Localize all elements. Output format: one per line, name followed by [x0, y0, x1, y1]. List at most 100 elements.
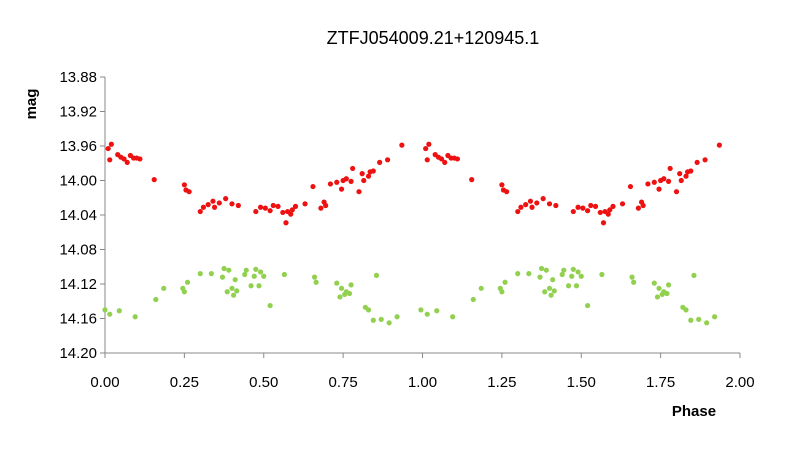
data-point: [261, 273, 267, 279]
data-point: [627, 183, 634, 190]
data-point: [235, 202, 241, 209]
data-point: [211, 204, 218, 210]
data-point: [262, 205, 268, 211]
data-point: [424, 311, 430, 317]
data-point: [694, 159, 700, 165]
data-point: [334, 280, 340, 286]
data-point: [442, 159, 448, 165]
data-point: [107, 157, 113, 163]
data-point: [370, 317, 376, 323]
x-tick-label: 0.00: [90, 374, 119, 391]
data-point: [248, 283, 254, 289]
data-point: [665, 282, 672, 288]
data-point: [219, 274, 226, 280]
data-point: [504, 189, 510, 195]
data-point: [565, 283, 572, 289]
data-point: [356, 189, 362, 195]
data-point: [151, 177, 157, 183]
data-point: [348, 282, 354, 288]
data-point: [184, 279, 191, 285]
data-point: [527, 198, 534, 204]
data-point: [688, 168, 694, 174]
data-point: [337, 294, 343, 300]
data-point: [257, 204, 264, 210]
data-point: [546, 285, 553, 291]
data-point: [378, 316, 384, 322]
data-point: [210, 198, 216, 204]
data-point: [334, 179, 340, 185]
data-point: [253, 266, 259, 272]
data-point: [438, 156, 445, 162]
data-point: [716, 142, 722, 148]
data-point: [242, 271, 248, 278]
data-point: [654, 294, 661, 300]
data-point: [423, 145, 429, 152]
data-point: [229, 201, 235, 207]
y-tick-label: 13.88: [59, 69, 97, 86]
data-point: [270, 202, 276, 209]
data-point: [137, 156, 143, 162]
data-point: [327, 181, 334, 187]
chart-title: ZTFJ054009.21+120945.1: [327, 28, 540, 48]
data-point: [302, 201, 308, 207]
data-point: [529, 204, 535, 210]
data-point: [350, 165, 356, 172]
data-point: [607, 207, 613, 213]
tick-labels: 13.88 13.92 13.96 14.00 14.04 14.08 14.12 14.16…: [59, 69, 754, 391]
data-point: [661, 176, 667, 182]
data-point: [597, 209, 603, 216]
data-point: [588, 202, 594, 209]
x-tick-label: 1.25: [487, 374, 516, 391]
data-point: [561, 267, 567, 273]
data-point: [275, 203, 281, 209]
data-point: [288, 211, 294, 217]
data-point: [645, 181, 651, 187]
data-point: [243, 267, 249, 273]
data-point: [629, 274, 635, 280]
data-point: [121, 156, 127, 162]
data-point: [205, 202, 211, 208]
data-point: [677, 171, 683, 177]
data-point: [665, 178, 672, 184]
data-point: [124, 159, 130, 165]
y-tick-label: 14.16: [59, 311, 97, 328]
data-point: [251, 273, 257, 279]
data-point: [346, 290, 353, 297]
data-point: [502, 279, 508, 285]
y-tick-label: 13.92: [59, 104, 97, 121]
data-point: [678, 177, 684, 184]
x-tick-label: 1.00: [408, 374, 437, 391]
data-point: [569, 273, 575, 279]
data-points: [102, 141, 722, 326]
data-point: [365, 307, 372, 313]
data-point: [181, 289, 187, 295]
data-point: [338, 285, 345, 291]
data-point: [365, 173, 372, 179]
data-point: [656, 186, 662, 192]
data-point: [688, 317, 694, 323]
data-point: [310, 183, 316, 190]
data-point: [359, 171, 365, 177]
data-point: [200, 204, 207, 210]
data-point: [377, 159, 383, 165]
data-point: [234, 288, 240, 294]
data-point: [537, 274, 543, 280]
data-point: [197, 271, 203, 277]
data-point: [221, 265, 227, 272]
data-point: [559, 271, 565, 278]
data-point: [267, 208, 273, 214]
data-point: [656, 285, 662, 291]
data-point: [386, 320, 392, 326]
data-point: [418, 307, 424, 313]
y-tick-label: 14.12: [59, 276, 97, 293]
data-point: [696, 316, 702, 322]
data-point: [470, 296, 476, 303]
data-point: [370, 168, 376, 174]
data-point: [343, 176, 349, 182]
data-point: [551, 288, 557, 294]
data-point: [450, 314, 456, 320]
data-point: [454, 156, 461, 162]
data-point: [394, 314, 400, 320]
data-point: [226, 267, 232, 273]
